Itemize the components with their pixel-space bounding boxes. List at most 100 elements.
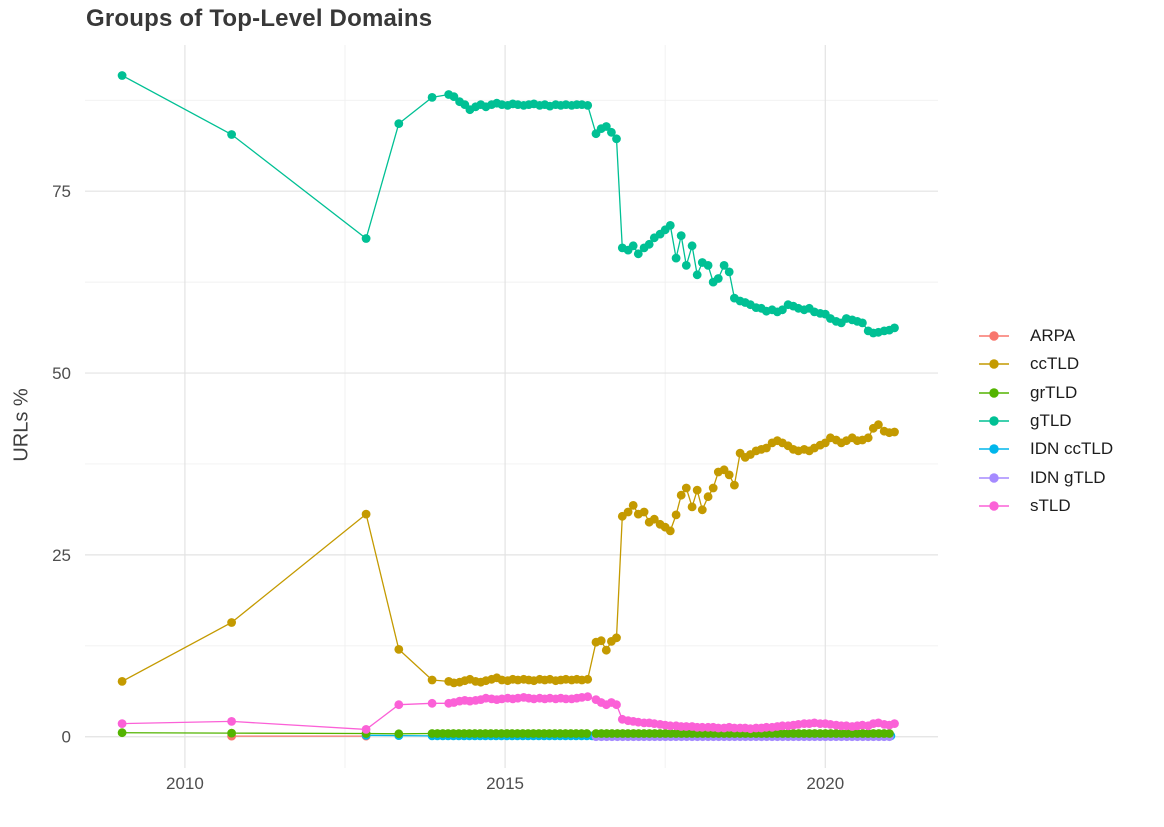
data-point — [633, 249, 643, 259]
data-point — [361, 234, 371, 243]
legend-key-icon — [979, 388, 1009, 398]
legend-label: grTLD — [1030, 382, 1078, 402]
legend-item-arpa: ARPA — [977, 322, 1113, 350]
legend-item-grtld: grTLD — [977, 379, 1113, 407]
data-point — [601, 122, 611, 131]
legend-key-icon — [979, 472, 1009, 483]
data-point — [713, 274, 723, 283]
data-point — [671, 253, 681, 263]
data-point — [427, 93, 437, 102]
data-point — [730, 480, 739, 490]
data-point — [703, 261, 713, 270]
legend-item-gtld: gTLD — [977, 407, 1113, 435]
data-point — [117, 677, 127, 686]
data-point — [890, 323, 899, 333]
x-tick-label: 2015 — [486, 774, 524, 793]
data-point — [361, 725, 371, 734]
data-point — [676, 490, 686, 500]
data-point — [607, 127, 616, 137]
data-point — [692, 270, 702, 280]
data-point — [687, 502, 697, 512]
legend-label: IDN gTLD — [1030, 467, 1106, 487]
data-point — [596, 636, 606, 646]
series-points-grtld — [117, 728, 894, 739]
data-point — [778, 305, 787, 315]
legend-key-icon — [979, 359, 1009, 370]
data-point — [858, 318, 867, 328]
data-point — [628, 241, 638, 251]
legend-item-idn-cctld: IDN ccTLD — [977, 435, 1113, 463]
series-lines — [121, 74, 895, 738]
data-point — [681, 261, 691, 270]
legend-label: gTLD — [1030, 411, 1072, 431]
y-tick-label: 50 — [52, 364, 71, 383]
data-point — [227, 618, 237, 627]
data-point — [117, 719, 127, 728]
data-point — [623, 507, 633, 517]
data-point — [676, 231, 686, 241]
data-point — [697, 505, 707, 515]
legend-key-dot — [989, 416, 999, 426]
y-tick-label: 0 — [62, 728, 71, 747]
data-point — [708, 483, 718, 493]
data-point — [583, 674, 593, 684]
legend-key-icon — [979, 444, 1009, 455]
data-point — [227, 130, 237, 139]
data-point — [890, 427, 899, 437]
legend-item-stld: sTLD — [977, 492, 1113, 520]
data-point — [644, 239, 654, 249]
data-point — [890, 719, 899, 728]
data-point — [719, 261, 729, 270]
data-point — [863, 433, 873, 443]
data-point — [681, 483, 691, 493]
legend-label: ccTLD — [1030, 354, 1080, 374]
legend-item-idn-gtld: IDN gTLD — [977, 463, 1113, 491]
data-point — [724, 267, 734, 277]
legend-label: IDN ccTLD — [1030, 439, 1114, 459]
gridlines-minor — [85, 45, 938, 768]
series-line-gtld — [121, 74, 895, 334]
x-tick-label: 2010 — [166, 774, 204, 793]
data-point — [703, 492, 713, 502]
axis-tick-labels: 0 25 50 75 2010 2015 2020 — [52, 182, 844, 793]
data-point — [649, 514, 659, 524]
data-point — [687, 241, 697, 251]
data-point — [117, 71, 127, 80]
data-point — [394, 119, 404, 128]
series-points — [117, 71, 899, 742]
data-point — [692, 485, 702, 495]
data-point — [671, 510, 681, 520]
data-point — [665, 221, 675, 230]
series-points-cctld — [117, 420, 899, 688]
data-point — [724, 470, 734, 480]
data-point — [394, 645, 404, 654]
data-point — [227, 728, 237, 738]
data-point — [117, 728, 127, 738]
data-point — [582, 729, 592, 738]
data-point — [427, 698, 437, 708]
chart-title: Groups of Top-Level Domains — [86, 5, 433, 32]
data-point — [612, 134, 621, 144]
legend-key-dot — [989, 359, 999, 370]
legend-key-icon — [979, 416, 1009, 426]
data-point — [394, 700, 404, 710]
legend-key-dot — [989, 444, 999, 455]
legend-key-icon — [979, 501, 1009, 511]
gridlines-major — [85, 45, 938, 768]
data-point — [227, 717, 237, 726]
legend-key-dot — [989, 331, 999, 341]
y-tick-label: 25 — [52, 546, 71, 565]
legend-item-cctld: ccTLD — [977, 350, 1113, 378]
data-point — [874, 420, 883, 430]
legend-label: ARPA — [1030, 326, 1076, 346]
data-point — [583, 101, 593, 110]
series-points-stld — [117, 692, 899, 734]
data-point — [762, 443, 771, 453]
data-point — [885, 729, 894, 738]
data-point — [449, 92, 459, 101]
data-point — [612, 700, 621, 710]
series-line-cctld — [121, 423, 895, 684]
legend-label: sTLD — [1030, 495, 1071, 515]
data-point — [601, 645, 611, 655]
